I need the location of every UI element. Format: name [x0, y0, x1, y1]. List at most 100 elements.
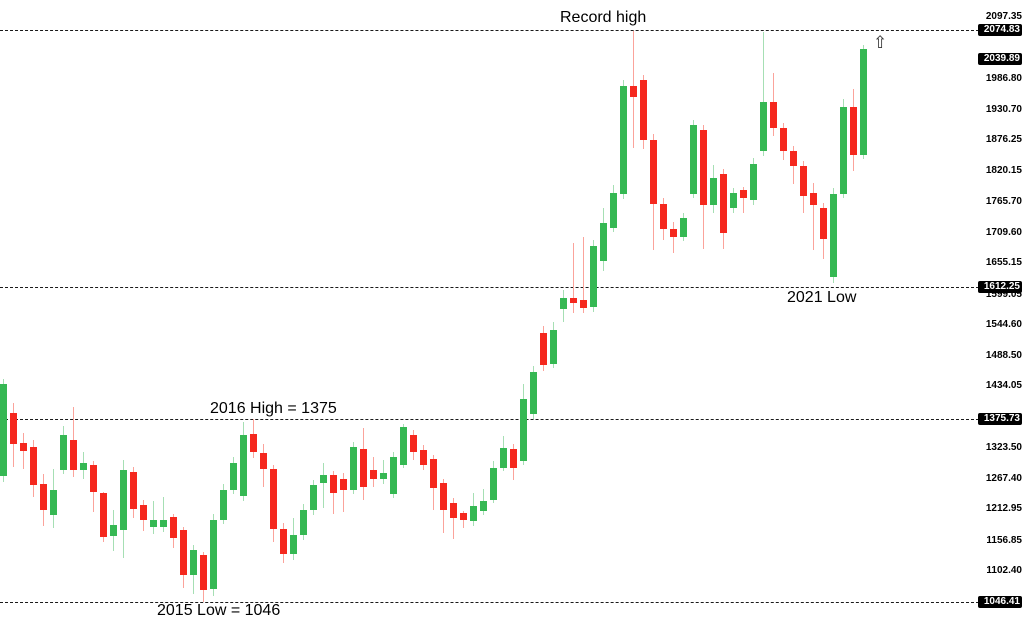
candle-wick — [382, 459, 384, 484]
candle-body — [219, 489, 227, 520]
level-line — [0, 29, 979, 31]
candle-body — [589, 245, 597, 308]
price-tick-label: 1488.50 — [985, 350, 1022, 361]
candle-wick — [452, 498, 454, 539]
candle-body — [439, 483, 447, 511]
candle-body — [339, 478, 347, 490]
price-tick-label: 2097.35 — [985, 11, 1022, 22]
candle-body — [209, 520, 217, 589]
candle-body — [79, 462, 87, 470]
candle-body — [149, 520, 157, 528]
candle-body — [529, 371, 537, 415]
candle-wick — [162, 496, 164, 533]
price-level-badge: 2074.83 — [978, 23, 1022, 36]
price-level-badge: 1375.73 — [978, 412, 1022, 425]
candle-body — [49, 489, 57, 515]
candle-wick — [582, 237, 584, 314]
price-level-badge: 1046.41 — [978, 596, 1022, 609]
price-level-badge: 2039.89 — [978, 53, 1022, 65]
annotation-record-high: Record high — [560, 9, 647, 26]
candle-body — [549, 329, 557, 364]
arrow-up-icon: ⇧ — [873, 33, 888, 52]
price-tick-label: 1156.85 — [986, 534, 1022, 546]
price-tick-label: 1212.95 — [985, 503, 1022, 515]
candle-body — [459, 513, 467, 521]
candle-body — [599, 222, 607, 261]
price-tick-label: 1765.70 — [985, 195, 1022, 207]
candle-body — [369, 469, 377, 479]
candle-body — [729, 192, 737, 209]
candle-body — [409, 434, 417, 453]
candle-body — [519, 398, 527, 462]
candle-wick — [572, 243, 574, 313]
candle-body — [699, 130, 707, 205]
candle-body — [569, 298, 577, 304]
candle-body — [299, 510, 307, 536]
candle-body — [329, 474, 337, 494]
candle-body — [859, 48, 867, 155]
candle-wick — [342, 473, 344, 512]
candle-body — [309, 484, 317, 510]
candle-body — [19, 443, 27, 451]
candle-body — [469, 505, 477, 521]
candle-wick — [742, 186, 744, 214]
candle-body — [839, 106, 847, 194]
candle-body — [739, 190, 747, 198]
candle-body — [449, 503, 457, 518]
candle-body — [769, 102, 777, 128]
candle-body — [559, 298, 567, 310]
candle-body — [379, 473, 387, 479]
candle-body — [69, 439, 77, 470]
candle-body — [319, 474, 327, 483]
candle-body — [109, 525, 117, 537]
candle-body — [789, 150, 797, 167]
price-tick-label: 1434.05 — [985, 380, 1022, 392]
candle-body — [659, 204, 667, 229]
candle-body — [539, 332, 547, 365]
price-tick-label: 1599.05 — [985, 288, 1022, 300]
candle-body — [669, 228, 677, 238]
candle-body — [749, 164, 757, 201]
price-tick-label: 1986.80 — [985, 72, 1022, 84]
candle-body — [99, 493, 107, 538]
plot-area — [0, 29, 979, 604]
price-tick-label: 1102.40 — [986, 565, 1022, 576]
level-line — [0, 287, 979, 289]
candle-body — [689, 125, 697, 194]
candle-body — [39, 483, 47, 510]
candle-body — [629, 85, 637, 98]
price-tick-label: 1323.50 — [985, 441, 1022, 453]
candle-body — [619, 85, 627, 194]
candle-body — [479, 500, 487, 511]
candle-body — [819, 207, 827, 240]
candle-body — [609, 192, 617, 228]
candle-body — [509, 448, 517, 468]
candle-body — [269, 468, 277, 529]
candle-body — [229, 462, 237, 490]
candle-wick — [322, 462, 324, 508]
candle-body — [499, 447, 507, 469]
candle-body — [679, 217, 687, 238]
candle-body — [199, 555, 207, 591]
candle-wick — [812, 182, 814, 251]
candle-body — [349, 447, 357, 490]
price-tick-label: 1544.60 — [985, 318, 1022, 330]
candle-body — [579, 299, 587, 309]
candle-body — [709, 177, 717, 205]
candle-body — [189, 550, 197, 576]
candle-body — [389, 457, 397, 494]
candle-body — [89, 464, 97, 493]
level-line — [0, 418, 979, 420]
candle-body — [119, 469, 127, 530]
candle-wick — [762, 32, 764, 157]
candle-body — [429, 458, 437, 488]
price-tick-label: 1267.40 — [985, 473, 1022, 485]
candle-body — [359, 448, 367, 488]
candle-body — [419, 450, 427, 466]
candle-body — [239, 434, 247, 496]
candle-body — [849, 106, 857, 155]
candle-body — [489, 468, 497, 501]
candle-body — [759, 102, 767, 152]
candle-body — [159, 520, 167, 528]
